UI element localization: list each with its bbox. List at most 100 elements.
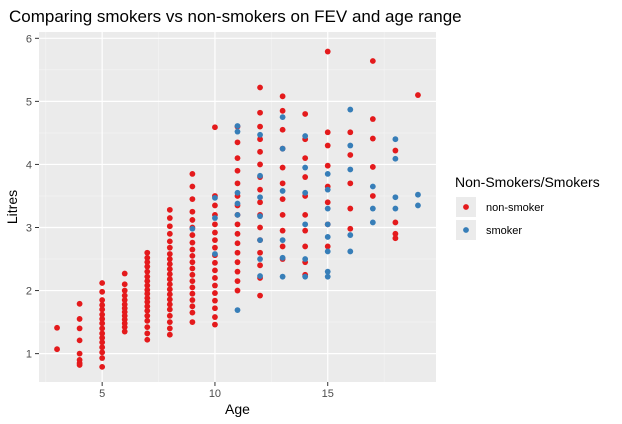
data-point	[166, 256, 173, 262]
data-point	[279, 114, 286, 121]
data-point	[324, 248, 331, 255]
data-point	[257, 213, 263, 220]
data-point	[279, 196, 286, 203]
data-point	[166, 206, 173, 213]
series-non-smoker	[54, 48, 421, 370]
data-point	[369, 205, 376, 212]
data-point	[189, 265, 196, 272]
data-point	[189, 252, 196, 259]
data-point	[121, 324, 128, 331]
data-point	[257, 84, 263, 91]
data-point	[189, 278, 196, 284]
data-point	[234, 155, 241, 162]
data-point	[279, 126, 286, 133]
data-point	[189, 183, 196, 190]
data-point	[279, 254, 286, 261]
data-point	[54, 324, 60, 331]
data-point	[392, 136, 399, 143]
data-point	[257, 194, 263, 201]
data-point	[347, 225, 354, 232]
data-point	[189, 217, 196, 223]
data-point	[99, 316, 106, 322]
data-point	[99, 349, 106, 356]
data-point	[99, 297, 106, 303]
data-point	[212, 251, 218, 257]
data-point	[257, 273, 263, 279]
data-point	[234, 259, 241, 266]
data-point	[234, 211, 241, 218]
data-point	[189, 297, 196, 303]
data-point	[234, 123, 241, 129]
data-point	[392, 147, 399, 154]
data-point	[392, 155, 399, 162]
legend-label: smoker	[486, 225, 522, 237]
data-point	[212, 215, 218, 221]
data-point	[279, 237, 286, 244]
data-point	[279, 211, 286, 218]
data-point	[257, 256, 263, 262]
data-point	[144, 282, 151, 289]
data-point	[302, 227, 309, 234]
data-point	[347, 152, 354, 158]
data-point	[212, 290, 218, 296]
data-point	[347, 248, 354, 255]
data-point	[76, 337, 83, 344]
data-point	[279, 164, 286, 171]
data-point	[99, 320, 106, 327]
data-point	[302, 174, 309, 180]
x-tick-label: 15	[322, 388, 334, 400]
data-point	[234, 180, 241, 187]
data-point	[166, 312, 173, 319]
data-point	[189, 170, 196, 177]
data-point	[212, 202, 218, 209]
data-point	[212, 305, 218, 312]
data-point	[189, 259, 196, 266]
legend-entry-smoker: smoker	[456, 220, 522, 240]
legend-title: Non-Smokers/Smokers	[455, 174, 600, 190]
data-point	[54, 346, 60, 353]
data-point	[234, 230, 241, 237]
data-point	[166, 291, 173, 298]
data-point	[369, 58, 376, 64]
data-point	[302, 111, 309, 117]
data-point	[302, 221, 309, 228]
data-point	[121, 287, 128, 294]
data-point	[257, 172, 263, 179]
data-point	[347, 166, 354, 173]
data-point	[257, 148, 263, 155]
data-point	[166, 261, 173, 267]
x-axis-title: Age	[225, 401, 250, 417]
data-point	[144, 273, 151, 280]
data-point	[392, 219, 399, 226]
data-point	[144, 303, 151, 310]
data-point	[234, 128, 241, 135]
legend-marker	[463, 204, 469, 210]
data-point	[279, 145, 286, 152]
data-point	[324, 199, 331, 206]
data-point	[257, 224, 263, 231]
data-point	[189, 309, 196, 316]
legend-label: non-smoker	[486, 202, 544, 214]
data-point	[369, 193, 376, 199]
data-point	[212, 194, 218, 201]
data-point	[212, 237, 218, 244]
data-point	[279, 93, 286, 100]
data-point	[392, 235, 399, 242]
data-point	[369, 164, 376, 170]
x-axis: 5 10 15	[99, 382, 334, 400]
x-tick-label: 5	[99, 388, 105, 400]
data-point	[324, 243, 331, 250]
data-point	[189, 225, 196, 232]
data-point	[99, 280, 106, 286]
data-point	[189, 303, 196, 310]
data-point	[99, 355, 106, 361]
data-point	[369, 183, 376, 190]
data-point	[189, 232, 196, 238]
data-point	[166, 238, 173, 245]
data-point	[302, 256, 309, 262]
data-point	[302, 273, 309, 280]
data-point	[212, 259, 218, 266]
data-point	[369, 219, 376, 226]
data-point	[189, 290, 196, 297]
data-point	[234, 278, 241, 284]
